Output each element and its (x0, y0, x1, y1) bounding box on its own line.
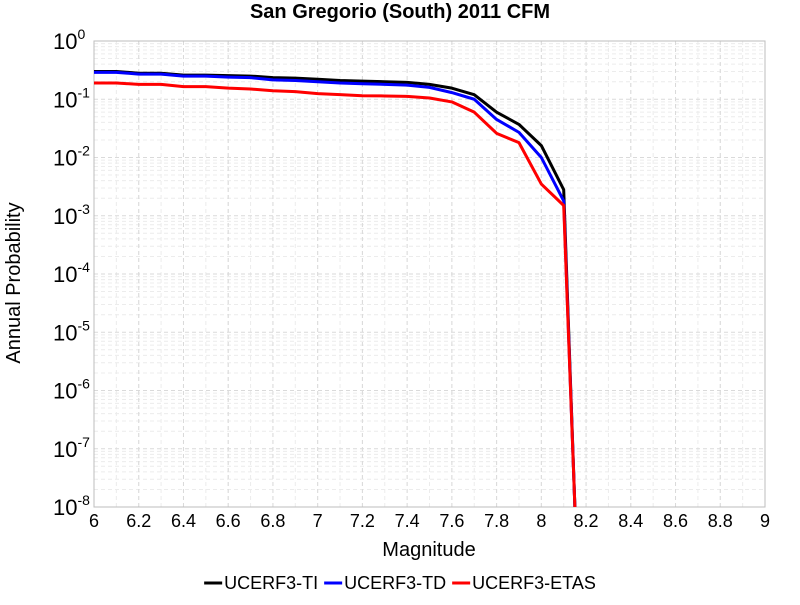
y-tick-label: 10-2 (53, 143, 90, 171)
x-tick-label: 6.4 (171, 511, 196, 531)
series-line-ucerf3-etas (94, 81, 577, 508)
y-axis-ticks: 100 10-1 10-2 10-3 10-4 10-5 10-6 10-7 10-8 (53, 26, 90, 520)
plot-border (93, 40, 766, 508)
y-tick-label: 10-4 (53, 259, 90, 287)
x-tick-label: 8.6 (663, 511, 688, 531)
x-axis-ticks: 6 6.2 6.4 6.6 6.8 7 7.2 7.4 7.6 7.8 8 8.2 8.4 8.6 8.8 9 (89, 511, 770, 531)
legend-label: UCERF3-TD (344, 573, 446, 593)
x-tick-label: 7.4 (395, 511, 420, 531)
x-tick-label: 8 (536, 511, 546, 531)
legend-item: UCERF3-TI (204, 573, 318, 593)
x-tick-label: 6.2 (126, 511, 151, 531)
x-tick-label: 7.6 (439, 511, 464, 531)
y-tick-label: 100 (53, 26, 85, 54)
legend-item: UCERF3-TD (324, 573, 446, 593)
x-tick-label: 8.4 (618, 511, 643, 531)
x-tick-label: 8.2 (574, 511, 599, 531)
y-axis-label: Annual Probability (3, 202, 25, 363)
y-tick-label: 10-8 (53, 492, 90, 520)
x-tick-label: 8.8 (708, 511, 733, 531)
y-tick-label: 10-5 (53, 317, 90, 345)
x-tick-label: 9 (760, 511, 770, 531)
x-tick-label: 7.8 (484, 511, 509, 531)
series-line-ucerf3-td (94, 70, 577, 508)
series-layer (94, 69, 577, 508)
x-tick-label: 7.2 (350, 511, 375, 531)
legend-item: UCERF3-ETAS (452, 573, 596, 593)
legend-label: UCERF3-ETAS (472, 573, 596, 593)
x-tick-label: 6.8 (260, 511, 285, 531)
x-tick-label: 6.6 (216, 511, 241, 531)
x-tick-label: 7 (313, 511, 323, 531)
chart-title: San Gregorio (South) 2011 CFM (250, 1, 550, 23)
x-tick-label: 6 (89, 511, 99, 531)
legend: UCERF3-TI UCERF3-TD UCERF3-ETAS (204, 573, 596, 593)
x-axis-label: Magnitude (382, 539, 475, 561)
y-tick-label: 10-6 (53, 376, 90, 404)
y-tick-label: 10-1 (53, 84, 90, 112)
y-tick-label: 10-3 (53, 201, 90, 229)
legend-label: UCERF3-TI (224, 573, 318, 593)
y-tick-label: 10-7 (53, 434, 90, 462)
